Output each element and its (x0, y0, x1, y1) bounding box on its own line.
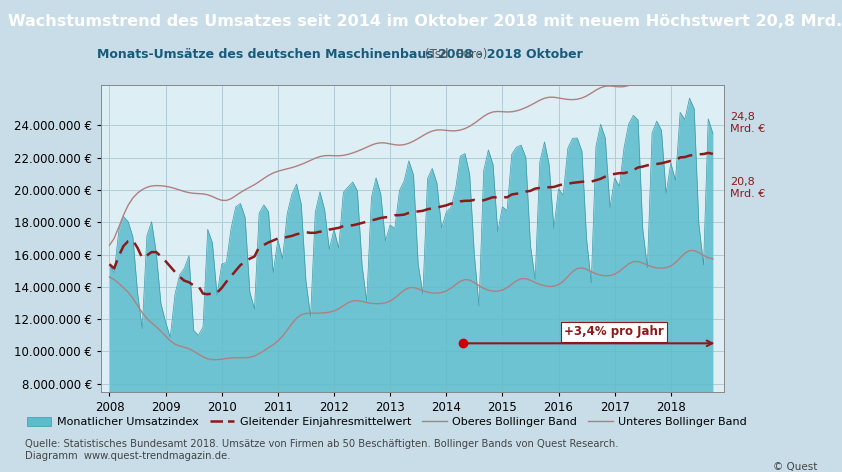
Text: (Tsd. Euro): (Tsd. Euro) (425, 48, 488, 61)
Text: Monats-Umsätze des deutschen Maschinenbaus 2008 - 2018 Oktober: Monats-Umsätze des deutschen Maschinenba… (97, 48, 583, 61)
Text: 20,8
Mrd. €: 20,8 Mrd. € (730, 177, 765, 199)
Text: 24,8
Mrd. €: 24,8 Mrd. € (730, 112, 765, 134)
Text: Wachstumstrend des Umsatzes seit 2014 im Oktober 2018 mit neuem Höchstwert 20,8 : Wachstumstrend des Umsatzes seit 2014 im… (8, 14, 842, 29)
Text: Quelle: Statistisches Bundesamt 2018. Umsätze von Firmen ab 50 Beschäftigten. Bo: Quelle: Statistisches Bundesamt 2018. Um… (25, 439, 618, 461)
Legend: Monatlicher Umsatzindex, Gleitender Einjahresmittelwert, Oberes Bollinger Band, : Monatlicher Umsatzindex, Gleitender Einj… (23, 413, 751, 432)
Text: © Quest: © Quest (773, 462, 817, 472)
Text: +3,4% pro Jahr: +3,4% pro Jahr (564, 325, 663, 338)
